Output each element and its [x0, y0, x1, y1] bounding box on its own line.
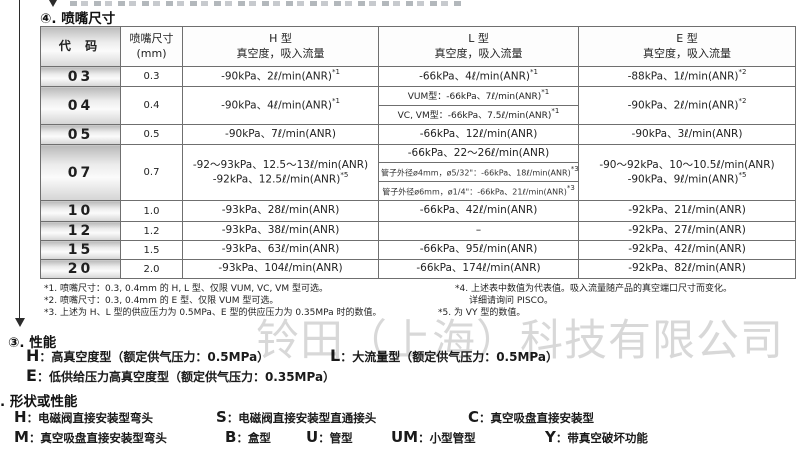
e-value-cell: -90kPa、3ℓ/min(ANR) [578, 124, 796, 145]
e-value-cell: -92kPa、82ℓ/min(ANR) [578, 259, 796, 279]
l-value-cell: – [378, 221, 579, 241]
code-cell: 10 [40, 200, 121, 222]
shape-item-h: H：电磁阀直接安装型弯头 [14, 408, 154, 426]
code-cell: 20 [40, 259, 121, 279]
down-arrow-icon [49, 0, 57, 7]
h-value-cell: -93kPa、28ℓ/min(ANR) [182, 200, 379, 222]
h-value-cell: -93kPa、38ℓ/min(ANR) [182, 221, 379, 241]
e-value-cell: -88kPa、1ℓ/min(ANR)*2 [578, 66, 796, 87]
nozzle-size-cell: 0.7 [120, 144, 183, 201]
l-value-cell: -66kPa、174ℓ/min(ANR) [378, 259, 579, 279]
col-header-code: 代 码 [40, 26, 121, 67]
shape-item-m: M：真空吸盘直接安装型弯头 [14, 428, 167, 446]
table-row: 04 0.4 -90kPa、4ℓ/min(ANR)*1 VUM型：-66kPa、… [40, 86, 796, 125]
code-cell: 12 [40, 221, 121, 241]
performance-item-l: L：大流量型（额定供气压力：0.5MPa） [330, 346, 558, 365]
l-value-cell: VC, VM型：-66kPa、7.5ℓ/min(ANR)*1 [378, 105, 579, 125]
nozzle-size-cell: 2.0 [120, 259, 183, 279]
footnote-5: *5. 为 VY 型的数值。 [438, 308, 526, 318]
e-value-cell: -90kPa、2ℓ/min(ANR)*2 [578, 86, 796, 125]
nozzle-size-cell: 1.0 [120, 200, 183, 222]
table-row: 15 1.5 -93kPa、63ℓ/min(ANR) -66kPa、95ℓ/mi… [40, 240, 796, 260]
section-nozzle-title: ④. 喷嘴尺寸 [40, 11, 116, 27]
l-value-cell: -66kPa、12ℓ/min(ANR) [378, 124, 579, 145]
shape-item-b: B：盒型 [225, 428, 271, 446]
table-row: 05 0.5 -90kPa、7ℓ/min(ANR) -66kPa、12ℓ/min… [40, 124, 796, 145]
e-value-cell: -92kPa、42ℓ/min(ANR) [578, 240, 796, 260]
shape-item-c: C：真空吸盘直接安装型 [468, 408, 595, 426]
l-value-cell: VUM型：-66kPa、7ℓ/min(ANR)*1 [378, 86, 579, 106]
table-row: 20 2.0 -93kPa、104ℓ/min(ANR) -66kPa、174ℓ/… [40, 259, 796, 279]
footnote-4-cont: 详细请询问 PISCO。 [469, 296, 554, 306]
table-row: 12 1.2 -93kPa、38ℓ/min(ANR) – -92kPa、27ℓ/… [40, 221, 796, 241]
nozzle-size-cell: 1.5 [120, 240, 183, 260]
nozzle-spec-table: 代 码 喷嘴尺寸 (mm) H 型 真空度，吸入流量 L 型 真空度，吸入流量 … [40, 26, 796, 279]
e-value-cell: -90～92kPa、10～10.5ℓ/min(ANR) -90kPa、9ℓ/mi… [578, 144, 796, 201]
l-value-cell: -66kPa、22～26ℓ/min(ANR) [378, 144, 579, 163]
h-value-cell: -90kPa、4ℓ/min(ANR)*1 [182, 86, 379, 125]
h-value-cell: -93kPa、63ℓ/min(ANR) [182, 240, 379, 260]
table-row: 10 1.0 -93kPa、28ℓ/min(ANR) -66kPa、42ℓ/mi… [40, 200, 796, 222]
footnote-2: *2. 喷嘴尺寸：0.3, 0.4mm 的 E 型、仅限 VUM 型可选。 [44, 296, 279, 306]
e-value-cell: -92kPa、21ℓ/min(ANR) [578, 200, 796, 222]
shape-item-um: UM：小型管型 [391, 428, 476, 446]
down-arrow-icon [15, 318, 25, 327]
l-value-cell: -66kPa、42ℓ/min(ANR) [378, 200, 579, 222]
table-header-row: 代 码 喷嘴尺寸 (mm) H 型 真空度，吸入流量 L 型 真空度，吸入流量 … [40, 26, 796, 67]
h-value-cell: -90kPa、2ℓ/min(ANR)*1 [182, 66, 379, 87]
section-performance-title: ③. 性能 [8, 335, 57, 351]
shape-item-s: S：电磁阀直接安装型直通接头 [216, 408, 377, 426]
h-value-cell: -93kPa、104ℓ/min(ANR) [182, 259, 379, 279]
col-header-nozzle-size: 喷嘴尺寸 (mm) [120, 26, 183, 67]
section-shape-title: . 形状或性能 [0, 394, 78, 410]
code-cell: 03 [40, 66, 121, 87]
footnote-3: *3. 上述为 H、L 型的供应压力为 0.5MPa、E 型的供应压力为 0.3… [44, 308, 382, 318]
nozzle-size-cell: 0.5 [120, 124, 183, 145]
nozzle-size-cell: 0.4 [120, 86, 183, 125]
performance-item-e: E：低供给压力高真空度型（额定供气压力：0.35MPa） [26, 366, 336, 385]
performance-item-h: H：高真空度型（额定供气压力：0.5MPa） [26, 346, 270, 365]
col-header-h-type: H 型 真空度，吸入流量 [182, 26, 379, 67]
code-cell: 07 [40, 144, 121, 201]
l-value-cell: 管子外径ø4mm，ø5/32"：-66kPa、18ℓ/min(ANR)*3 [378, 162, 579, 182]
flow-arrow-line [19, 0, 20, 318]
footnote-1: *1. 喷嘴尺寸：0.3, 0.4mm 的 H, L 型、仅限 VUM, VC,… [44, 284, 328, 294]
code-cell: 15 [40, 240, 121, 260]
l-value-cell: -66kPa、4ℓ/min(ANR)*1 [378, 66, 579, 87]
e-value-cell: -92kPa、27ℓ/min(ANR) [578, 221, 796, 241]
h-value-cell: -90kPa、7ℓ/min(ANR) [182, 124, 379, 145]
col-header-e-type: E 型 真空度，吸入流量 [578, 26, 796, 67]
nozzle-size-cell: 1.2 [120, 221, 183, 241]
shape-item-y: Y：带真空破坏功能 [545, 428, 648, 446]
table-row: 07 0.7 -92～93kPa、12.5～13ℓ/min(ANR) -92kP… [40, 144, 796, 201]
col-header-l-type: L 型 真空度，吸入流量 [378, 26, 579, 67]
clipped-text-remnant [70, 1, 465, 6]
l-value-cell: 管子外径ø6mm，ø1/4"：-66kPa、21ℓ/min(ANR)*3 [378, 181, 579, 201]
footnote-4: *4. 上述表中数值为代表值。吸入流量随产品的真空端口尺寸而变化。 [455, 284, 732, 294]
h-value-cell: -92～93kPa、12.5～13ℓ/min(ANR) -92kPa、12.5ℓ… [182, 144, 379, 201]
code-cell: 04 [40, 86, 121, 125]
nozzle-size-cell: 0.3 [120, 66, 183, 87]
table-row: 03 0.3 -90kPa、2ℓ/min(ANR)*1 -66kPa、4ℓ/mi… [40, 66, 796, 87]
l-value-cell: -66kPa、95ℓ/min(ANR) [378, 240, 579, 260]
shape-item-u: U：管型 [306, 428, 353, 446]
code-cell: 05 [40, 124, 121, 145]
